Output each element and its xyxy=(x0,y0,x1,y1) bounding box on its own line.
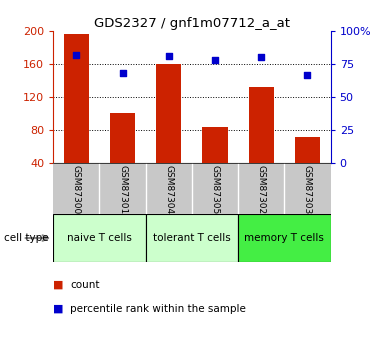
Text: cell type: cell type xyxy=(4,233,48,243)
Text: count: count xyxy=(70,280,100,289)
Text: GSM87303: GSM87303 xyxy=(303,165,312,214)
Text: tolerant T cells: tolerant T cells xyxy=(153,233,231,243)
Bar xyxy=(249,87,274,163)
Text: GSM87300: GSM87300 xyxy=(72,165,81,214)
Bar xyxy=(53,214,146,262)
Text: ■: ■ xyxy=(53,304,64,314)
Point xyxy=(304,72,310,77)
Text: GSM87305: GSM87305 xyxy=(211,165,220,214)
Text: GSM87302: GSM87302 xyxy=(257,165,266,214)
Point xyxy=(166,53,172,59)
Text: GSM87301: GSM87301 xyxy=(118,165,127,214)
Point xyxy=(212,57,218,63)
Text: percentile rank within the sample: percentile rank within the sample xyxy=(70,304,246,314)
Bar xyxy=(295,137,320,163)
Bar xyxy=(63,33,89,163)
Text: memory T cells: memory T cells xyxy=(244,233,324,243)
Title: GDS2327 / gnf1m07712_a_at: GDS2327 / gnf1m07712_a_at xyxy=(94,17,290,30)
Bar xyxy=(156,64,182,163)
Bar xyxy=(238,214,331,262)
Point xyxy=(258,55,264,60)
Bar xyxy=(146,214,238,262)
Bar xyxy=(110,113,135,163)
Point xyxy=(73,52,79,58)
Text: GSM87304: GSM87304 xyxy=(164,165,173,214)
Point xyxy=(119,70,125,76)
Text: ■: ■ xyxy=(53,280,64,289)
Bar xyxy=(202,127,228,163)
Text: naive T cells: naive T cells xyxy=(67,233,132,243)
